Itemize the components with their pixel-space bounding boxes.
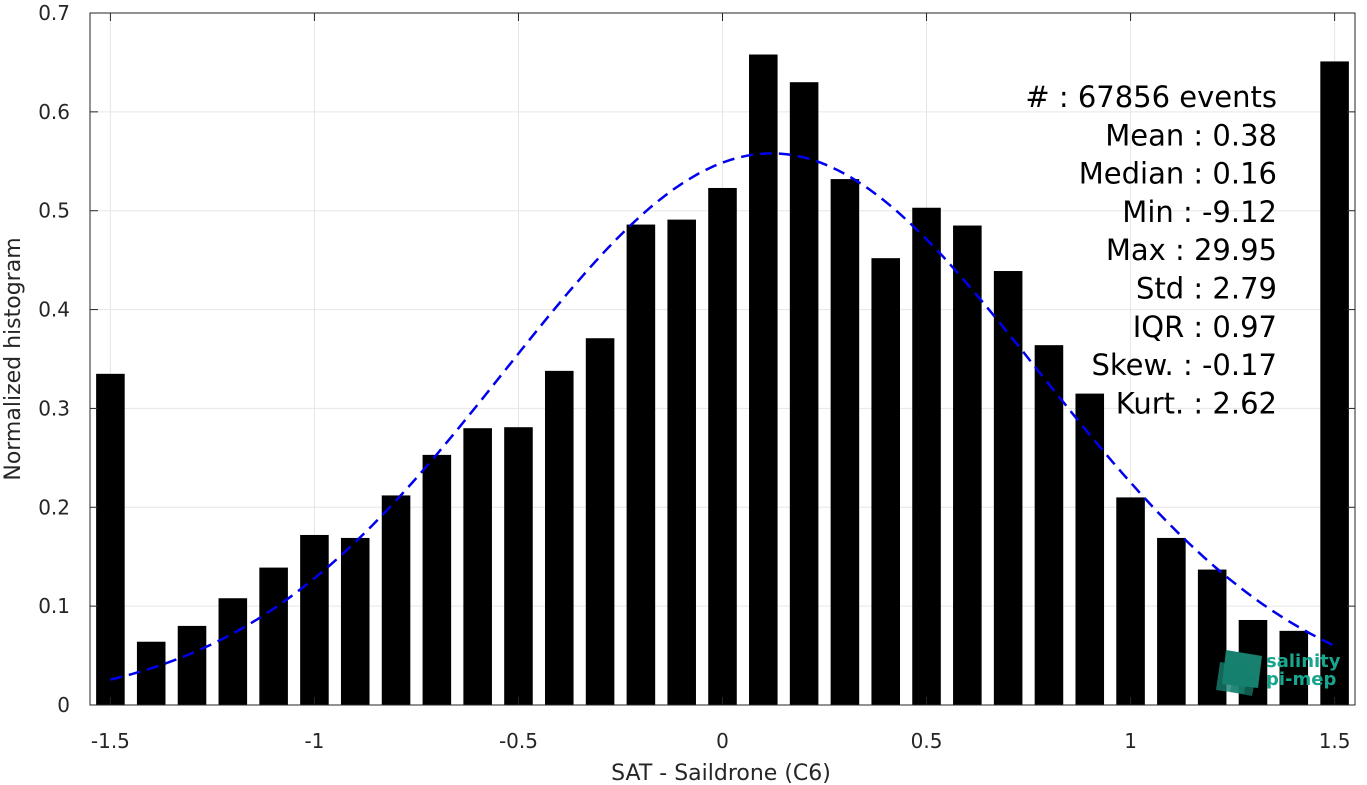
histogram-bar bbox=[177, 625, 207, 705]
axis-ticks bbox=[90, 12, 1355, 706]
statistics-annotation: # : 67856 events Mean : 0.38 Median : 0.16… bbox=[1025, 80, 1277, 420]
histogram-bar bbox=[626, 224, 656, 705]
stat-line: Skew. : -0.17 bbox=[1091, 348, 1277, 382]
stat-line: Median : 0.16 bbox=[1079, 157, 1277, 191]
histogram-bar bbox=[1075, 393, 1105, 705]
histogram-bar bbox=[912, 207, 941, 705]
histogram-bar bbox=[1279, 630, 1309, 705]
x-tick-label: 0 bbox=[716, 729, 729, 753]
stat-line: # : 67856 events bbox=[1025, 80, 1277, 114]
histogram-bar bbox=[830, 179, 860, 705]
histogram-bar bbox=[953, 225, 982, 706]
histogram-bar bbox=[259, 567, 288, 705]
stat-line: Max : 29.95 bbox=[1106, 233, 1277, 267]
histogram-bar bbox=[871, 258, 901, 705]
y-tick-label: 0 bbox=[57, 693, 70, 717]
x-axis-title: SAT - Saildrone (C6) bbox=[611, 761, 831, 785]
histogram-bar bbox=[1320, 61, 1349, 705]
histogram-bar bbox=[96, 373, 125, 705]
y-axis-title: Normalized histogram bbox=[1, 237, 26, 480]
x-tick-label: -0.5 bbox=[499, 729, 538, 753]
histogram-bar bbox=[218, 598, 248, 705]
x-tick-label: 1.5 bbox=[1319, 729, 1351, 753]
histogram-bar bbox=[1157, 537, 1186, 705]
y-tick-labels: 0 0.1 0.2 0.3 0.4 0.5 0.6 0.7 bbox=[38, 1, 70, 717]
y-tick-label: 0.2 bbox=[38, 495, 70, 519]
histogram-bar bbox=[667, 219, 696, 705]
histogram-bar bbox=[749, 54, 778, 705]
stat-line: IQR : 0.97 bbox=[1133, 310, 1277, 344]
histogram-bar bbox=[136, 641, 166, 705]
logo-text-line2: pi-mep bbox=[1266, 669, 1336, 690]
y-tick-label: 0.3 bbox=[38, 396, 70, 420]
bar-series bbox=[96, 54, 1349, 706]
x-tick-label: 0.5 bbox=[911, 729, 943, 753]
histogram-bar bbox=[340, 537, 370, 705]
histogram-bar bbox=[544, 370, 574, 705]
histogram-bar bbox=[504, 427, 533, 705]
y-tick-label: 0.1 bbox=[38, 594, 70, 618]
histogram-bar bbox=[381, 495, 411, 705]
x-tick-label: -1.5 bbox=[91, 729, 130, 753]
histogram-bar bbox=[585, 338, 615, 705]
x-tick-label: -1 bbox=[304, 729, 324, 753]
y-tick-label: 0.7 bbox=[38, 1, 70, 25]
stat-line: Mean : 0.38 bbox=[1105, 118, 1277, 152]
stat-line: Std : 2.79 bbox=[1136, 272, 1277, 306]
histogram-bar bbox=[993, 271, 1023, 705]
stat-line: Kurt. : 2.62 bbox=[1116, 386, 1277, 420]
x-tick-labels: -1.5 -1 -0.5 0 0.5 1 1.5 bbox=[91, 729, 1351, 753]
histogram-bar bbox=[463, 428, 492, 705]
histogram-bar bbox=[1116, 497, 1145, 705]
histogram-bar bbox=[789, 82, 819, 705]
y-tick-label: 0.4 bbox=[38, 298, 70, 322]
histogram-bar bbox=[300, 534, 329, 705]
histogram-bar bbox=[1034, 345, 1064, 705]
y-tick-label: 0.5 bbox=[38, 199, 70, 223]
salinity-pi-mep-logo: salinity pi-mep bbox=[1216, 650, 1341, 696]
stat-line: Min : -9.12 bbox=[1122, 195, 1277, 229]
histogram-bar bbox=[422, 454, 452, 705]
normal-fit-curve bbox=[110, 152, 1336, 681]
histogram-bar bbox=[708, 187, 737, 705]
x-tick-label: 1 bbox=[1124, 729, 1137, 753]
y-tick-label: 0.6 bbox=[38, 100, 70, 124]
logo-text-line1: salinity bbox=[1266, 651, 1341, 672]
logo-mark-icon bbox=[1216, 650, 1262, 696]
